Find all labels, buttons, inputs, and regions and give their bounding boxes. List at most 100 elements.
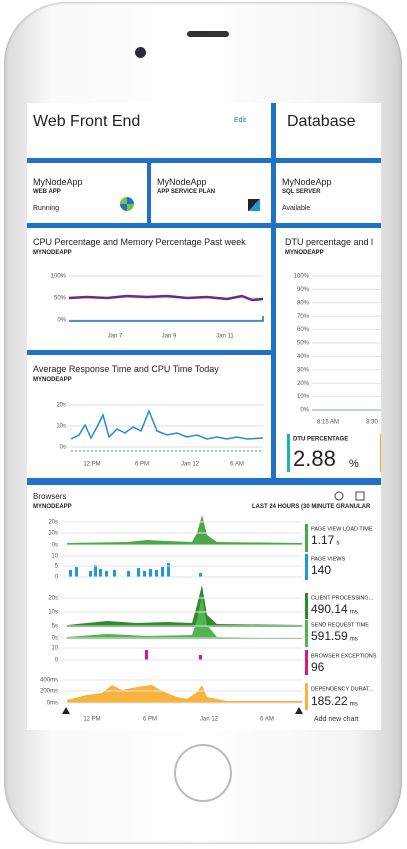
chart-subtitle: MYNODEAPP — [33, 250, 72, 256]
bars — [69, 563, 202, 577]
tile[interactable]: Web Front End Edit — [27, 103, 271, 158]
metric-value: 591.59 — [311, 629, 348, 643]
chart-title: Average Response Time and CPU Time Today — [33, 364, 219, 374]
y-tick-label: 20% — [297, 381, 310, 387]
chart-subtitle: MYNODEAPP — [33, 377, 72, 383]
y-tick-label: 10s — [48, 610, 58, 616]
y-tick-label: 0 — [55, 575, 59, 581]
x-tick-label: 6 AM — [260, 717, 274, 723]
chart: 20s 10s 0s 10 5 0 20s 10s 5s 0s 10 0 400ms 200ms 0ms 12… — [40, 491, 377, 723]
y-tick-label: 10s — [56, 424, 66, 430]
y-tick-label: 0ms — [47, 701, 58, 707]
metric-unit: ms — [350, 610, 358, 616]
y-tick-label: 10% — [297, 394, 310, 400]
metric-label: DTU PERCENTAGE — [293, 437, 348, 443]
resource-type: APP SERVICE PLAN — [157, 189, 216, 195]
chart-title: DTU percentage and l — [285, 237, 374, 247]
icon — [120, 197, 134, 211]
x-tick-label: 6 PM — [143, 717, 157, 723]
metric-bar — [305, 650, 308, 675]
bar — [199, 655, 202, 660]
metric-label: SEND REQUEST TIME — [311, 622, 369, 628]
y-tick-label: 10 — [51, 646, 58, 652]
metric-unit: % — [349, 458, 359, 470]
y-tick-label: 70% — [297, 314, 310, 320]
y-tick-label: 50% — [297, 341, 310, 347]
x-tick-label: Jan 9 — [162, 334, 177, 340]
y-tick-label: 30% — [297, 367, 310, 373]
metric-bar — [305, 683, 308, 710]
x-tick-label: 12 PM — [83, 717, 100, 723]
y-tick-label: 60% — [297, 327, 310, 333]
x-tick-label: 6 PM — [135, 462, 149, 468]
metric-value: 490.14 — [311, 602, 348, 616]
resource-tile[interactable]: MyNodeApp SQL SERVER Available — [276, 163, 381, 223]
chart-tile[interactable]: CPU Percentage and Memory Percentage Pas… — [27, 228, 271, 350]
area — [67, 685, 302, 703]
x-tick-label: 8:15 AM — [317, 420, 339, 426]
bar — [145, 650, 148, 660]
resource-status: Running — [33, 205, 60, 212]
home-button[interactable] — [174, 744, 232, 802]
area — [67, 595, 302, 639]
metric-label: PAGE VIEW LOAD TIME — [311, 526, 373, 532]
add-chart[interactable]: Add new chart — [314, 716, 359, 723]
metric-unit: ms — [350, 702, 358, 708]
range-handles[interactable] — [62, 707, 303, 714]
resource-tile[interactable]: MyNodeApp WEB APP Running — [27, 163, 147, 223]
y-tick-label: 80% — [297, 300, 310, 306]
resource-type: WEB APP — [33, 189, 61, 195]
y-tick-label: 90% — [297, 287, 310, 293]
y-tick-label: 0s — [52, 636, 58, 642]
metric-bar — [305, 554, 308, 580]
metric-bar — [305, 593, 308, 619]
speaker — [187, 31, 229, 37]
x-tick-label: Jan 12 — [200, 717, 219, 723]
chart-tile[interactable]: Browsers MYNODEAPP LAST 24 HOURS (30 MIN… — [27, 485, 381, 730]
chart-title: Browsers — [33, 492, 67, 501]
metric-label: DEPENDENCY DURAT... — [311, 686, 374, 692]
y-tick-label: 0% — [300, 408, 309, 414]
metric-unit: ms — [350, 637, 358, 643]
x-tick-label: Jan 11 — [216, 334, 234, 340]
x-tick-label: Jan 12 — [181, 462, 200, 468]
chart: 20s 10s 0s 12 PM 6 PM Jan 12 6 AM — [56, 403, 264, 468]
chart-tile[interactable]: DTU percentage and l MYNODEAPP 8:15 AM 8… — [276, 228, 381, 478]
metric-label: PAGE VIEWS — [311, 556, 345, 562]
metric-bar — [305, 620, 308, 647]
tile-title: Database — [287, 113, 356, 130]
metric-label: BROWSER EXCEPTIONS — [311, 653, 377, 659]
y-tick-label: 400ms — [40, 678, 58, 684]
metric-unit: s — [336, 541, 339, 547]
y-tick-label: 20s — [56, 403, 66, 409]
y-tick-label: 0s — [60, 445, 66, 451]
chart-tile[interactable]: Average Response Time and CPU Time Today… — [27, 355, 271, 478]
chart: 100% 50% 0% Jan 7 Jan 9 Jan 11 — [51, 274, 264, 340]
metric-value: 2.88 — [293, 446, 336, 471]
metric-bar — [305, 524, 308, 552]
chart: 8:15 AM 8:30 DTU PERCENTAGE 2.88 % 100% 9… — [287, 274, 381, 472]
area — [67, 585, 302, 627]
y-tick-label: 100% — [51, 274, 67, 280]
time-range[interactable]: LAST 24 HOURS (30 MINUTE GRANULAR — [252, 504, 371, 510]
metric-bar — [380, 434, 381, 472]
clock-icon[interactable] — [334, 491, 344, 501]
y-tick-label: 0% — [57, 318, 66, 324]
metric-bar — [287, 434, 290, 472]
chart-title: CPU Percentage and Memory Percentage Pas… — [33, 237, 246, 247]
x-tick-label: Jan 7 — [108, 334, 123, 340]
y-tick-label: 20s — [48, 596, 58, 602]
y-tick-label: 10 — [51, 554, 58, 560]
resource-tile[interactable]: MyNodeApp APP SERVICE PLAN — [151, 163, 271, 223]
edit-link[interactable]: Edit — [234, 117, 247, 124]
y-tick-label: 5 — [55, 564, 59, 570]
tile-title: Web Front End — [33, 113, 141, 130]
y-tick-label: 0s — [52, 543, 58, 549]
edit-icon[interactable] — [355, 491, 365, 501]
metric-value: 185.22 — [311, 694, 348, 708]
tile[interactable]: Database — [276, 103, 381, 158]
x-tick-label: 6 AM — [230, 462, 244, 468]
resource-status: Available — [282, 205, 311, 212]
metric-value: 1.17 — [311, 533, 335, 547]
